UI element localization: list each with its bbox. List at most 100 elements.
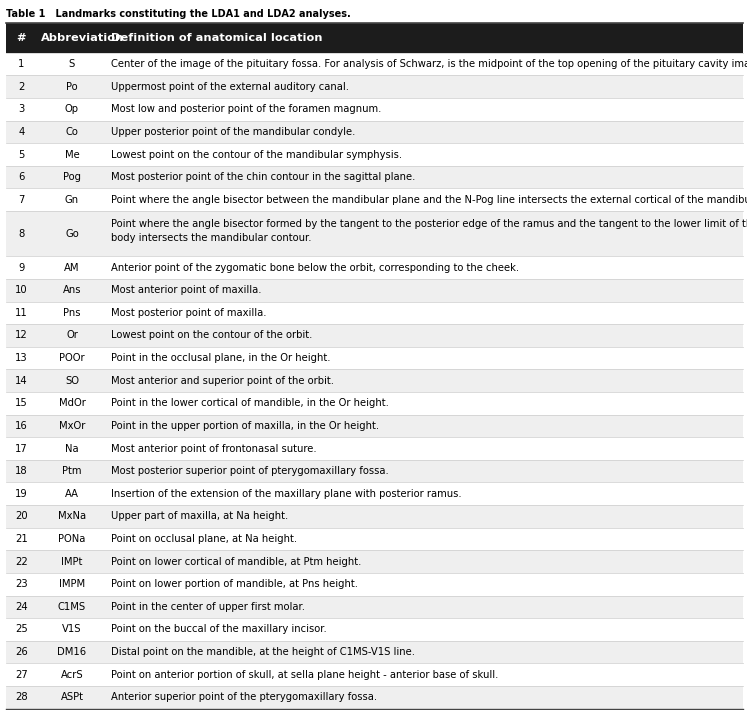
Bar [6, 369, 743, 392]
Text: 28: 28 [15, 692, 28, 702]
Text: Point on the buccal of the maxillary incisor.: Point on the buccal of the maxillary inc… [111, 624, 327, 635]
Text: Or: Or [66, 330, 78, 341]
Text: 16: 16 [15, 421, 28, 431]
Text: Most posterior point of the chin contour in the sagittal plane.: Most posterior point of the chin contour… [111, 173, 416, 182]
Text: Anterior point of the zygomatic bone below the orbit, corresponding to the cheek: Anterior point of the zygomatic bone bel… [111, 263, 520, 273]
Text: 25: 25 [15, 624, 28, 635]
Text: Upper part of maxilla, at Na height.: Upper part of maxilla, at Na height. [111, 511, 289, 521]
Text: Lowest point on the contour of the mandibular symphysis.: Lowest point on the contour of the mandi… [111, 150, 403, 160]
Bar [6, 437, 743, 460]
Text: 9: 9 [18, 263, 25, 273]
Text: Definition of anatomical location: Definition of anatomical location [111, 33, 323, 43]
Bar [6, 121, 743, 143]
Text: Most low and posterior point of the foramen magnum.: Most low and posterior point of the fora… [111, 104, 382, 114]
Text: Center of the image of the pituitary fossa. For analysis of Schwarz, is the midp: Center of the image of the pituitary fos… [111, 59, 747, 69]
Text: Point on lower cortical of mandible, at Ptm height.: Point on lower cortical of mandible, at … [111, 557, 362, 567]
Bar [6, 98, 743, 121]
Text: Most anterior point of frontonasal suture.: Most anterior point of frontonasal sutur… [111, 444, 317, 454]
Text: Distal point on the mandible, at the height of C1MS-V1S line.: Distal point on the mandible, at the hei… [111, 647, 415, 657]
Text: Na: Na [65, 444, 78, 454]
Text: 14: 14 [15, 376, 28, 386]
Text: 18: 18 [15, 466, 28, 476]
Text: MxNa: MxNa [58, 511, 86, 521]
Text: PONa: PONa [58, 534, 86, 544]
Text: POOr: POOr [59, 353, 84, 363]
Text: Most anterior point of maxilla.: Most anterior point of maxilla. [111, 285, 262, 295]
Text: 17: 17 [15, 444, 28, 454]
Bar [6, 346, 743, 369]
Text: AA: AA [65, 488, 79, 498]
Text: 3: 3 [19, 104, 25, 114]
Text: Po: Po [66, 82, 78, 92]
Text: 23: 23 [15, 579, 28, 589]
Bar [6, 640, 743, 663]
Bar [6, 528, 743, 550]
Bar [6, 166, 743, 188]
Text: Anterior superior point of the pterygomaxillary fossa.: Anterior superior point of the pterygoma… [111, 692, 377, 702]
Text: Point on lower portion of mandible, at Pns height.: Point on lower portion of mandible, at P… [111, 579, 359, 589]
Text: Point in the occlusal plane, in the Or height.: Point in the occlusal plane, in the Or h… [111, 353, 331, 363]
Bar [6, 686, 743, 709]
Text: Point where the angle bisector between the mandibular plane and the N-Pog line i: Point where the angle bisector between t… [111, 195, 747, 204]
Text: 2: 2 [18, 82, 25, 92]
Text: Point in the upper portion of maxilla, in the Or height.: Point in the upper portion of maxilla, i… [111, 421, 379, 431]
Text: 22: 22 [15, 557, 28, 567]
Text: Abbreviation: Abbreviation [41, 33, 125, 43]
Text: 20: 20 [15, 511, 28, 521]
Text: 1: 1 [18, 59, 25, 69]
Bar [6, 302, 743, 324]
Text: 6: 6 [18, 173, 25, 182]
Text: Op: Op [65, 104, 79, 114]
Text: Ptm: Ptm [62, 466, 81, 476]
Text: 4: 4 [19, 127, 25, 137]
Text: #: # [16, 33, 26, 43]
Text: Ans: Ans [63, 285, 81, 295]
Text: 5: 5 [18, 150, 25, 160]
Text: Point where the angle bisector formed by the tangent to the posterior edge of th: Point where the angle bisector formed by… [111, 219, 747, 243]
Text: 27: 27 [15, 670, 28, 679]
Text: Pog: Pog [63, 173, 81, 182]
Text: AM: AM [64, 263, 80, 273]
Text: Co: Co [66, 127, 78, 137]
Text: 12: 12 [15, 330, 28, 341]
Text: 10: 10 [15, 285, 28, 295]
Text: 15: 15 [15, 398, 28, 408]
Text: Point on occlusal plane, at Na height.: Point on occlusal plane, at Na height. [111, 534, 297, 544]
Text: IMPt: IMPt [61, 557, 83, 567]
Text: Table 1   Landmarks constituting the LDA1 and LDA2 analyses.: Table 1 Landmarks constituting the LDA1 … [6, 9, 351, 18]
Bar [6, 550, 743, 573]
Text: Upper posterior point of the mandibular condyle.: Upper posterior point of the mandibular … [111, 127, 356, 137]
Text: C1MS: C1MS [58, 602, 86, 612]
Text: Me: Me [64, 150, 79, 160]
Text: Most anterior and superior point of the orbit.: Most anterior and superior point of the … [111, 376, 335, 386]
Bar [6, 324, 743, 346]
Text: 8: 8 [19, 229, 25, 239]
Text: MdOr: MdOr [58, 398, 85, 408]
Text: Most posterior point of maxilla.: Most posterior point of maxilla. [111, 308, 267, 318]
Bar [6, 483, 743, 505]
Text: Insertion of the extension of the maxillary plane with posterior ramus.: Insertion of the extension of the maxill… [111, 488, 462, 498]
Text: 11: 11 [15, 308, 28, 318]
Text: 21: 21 [15, 534, 28, 544]
Text: Pns: Pns [63, 308, 81, 318]
Text: 7: 7 [18, 195, 25, 204]
Text: V1S: V1S [62, 624, 81, 635]
Text: Point in the lower cortical of mandible, in the Or height.: Point in the lower cortical of mandible,… [111, 398, 389, 408]
Bar [6, 211, 743, 256]
Bar [6, 618, 743, 640]
Text: DM16: DM16 [58, 647, 87, 657]
Bar [6, 573, 743, 596]
Bar [6, 23, 743, 53]
Text: ASPt: ASPt [61, 692, 84, 702]
Bar [6, 188, 743, 211]
Text: Uppermost point of the external auditory canal.: Uppermost point of the external auditory… [111, 82, 350, 92]
Text: 19: 19 [15, 488, 28, 498]
Text: Gn: Gn [65, 195, 79, 204]
Bar [6, 279, 743, 302]
Bar [6, 143, 743, 166]
Bar [6, 460, 743, 483]
Text: SO: SO [65, 376, 79, 386]
Text: 13: 13 [15, 353, 28, 363]
Text: S: S [69, 59, 75, 69]
Bar [6, 53, 743, 75]
